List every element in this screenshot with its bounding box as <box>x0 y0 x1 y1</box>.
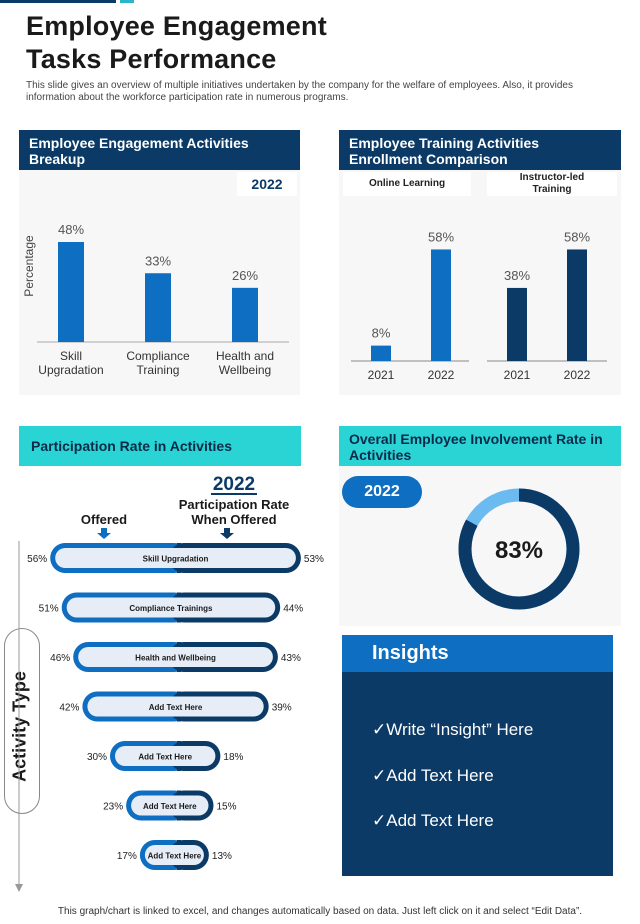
training-value-label-1-2: 58% <box>428 229 454 244</box>
offered-value-label-7: 17% <box>117 851 137 862</box>
breakup-category-label-2-2: Training <box>137 363 180 377</box>
instructor-led-header-line1: Instructor-led <box>519 172 585 183</box>
instructor-led-header: Instructor-led Training <box>487 172 617 196</box>
breakup-category-label-1-1: Skill <box>60 349 82 363</box>
involvement-panel-title: Overall Employee Involvement Rate in Act… <box>339 426 621 466</box>
participation-arrow-icon <box>220 528 234 539</box>
training-bar-2-2 <box>567 249 587 361</box>
offered-value-label-5: 30% <box>87 752 107 763</box>
insight-item-1: ✓Write “Insight” Here <box>372 720 534 739</box>
activity-label-5: Add Text Here <box>138 753 192 762</box>
activity-label-6: Add Text Here <box>143 802 197 811</box>
participation-value-label-2: 44% <box>283 604 303 615</box>
training-year-label-2-1: 2021 <box>504 368 531 382</box>
breakup-category-label-1-2: Upgradation <box>38 363 103 377</box>
participation-value-label-4: 39% <box>272 703 292 714</box>
pill-inner-7 <box>144 845 204 865</box>
pill-inner-1 <box>55 548 296 568</box>
activity-label-7: Add Text Here <box>148 852 202 861</box>
breakup-category-label-2-1: Compliance <box>126 349 190 363</box>
offered-value-label-2: 51% <box>39 604 59 615</box>
breakup-y-axis-label: Percentage <box>22 235 36 297</box>
activity-label-2: Compliance Trainings <box>129 604 213 613</box>
offered-value-label-4: 42% <box>59 703 79 714</box>
instructor-led-header-line2: Training <box>532 184 572 195</box>
offered-header: Offered <box>81 512 127 527</box>
page-title-line2: Tasks Performance <box>26 44 277 74</box>
participation-year-label: 2022 <box>213 474 255 495</box>
pill-inner-2 <box>66 597 276 618</box>
insights-box <box>342 635 613 876</box>
activity-label-1: Skill Upgradation <box>143 555 209 564</box>
training-year-label-1-1: 2021 <box>368 368 395 382</box>
participation-value-label-5: 18% <box>223 752 243 763</box>
training-value-label-2-2: 58% <box>564 229 590 244</box>
participation-rate-header-line1: Participation Rate <box>179 497 290 512</box>
pill-inner-3 <box>78 647 273 667</box>
involvement-donut-chart: 83% <box>458 488 580 610</box>
training-bar-2-1 <box>507 287 527 361</box>
page-title-line1: Employee Engagement <box>26 11 327 41</box>
insight-item-3: ✓Add Text Here <box>372 811 494 830</box>
top-accent-bar <box>0 0 116 3</box>
training-bar-1-1 <box>371 345 391 361</box>
insight-item-2: ✓Add Text Here <box>372 766 494 785</box>
offered-value-label-6: 23% <box>103 802 123 813</box>
breakup-category-label-3-2: Wellbeing <box>219 363 271 377</box>
participation-panel-title: Participation Rate in Activities <box>19 426 301 466</box>
pill-inner-6 <box>131 795 209 816</box>
breakup-category-label-3-1: Health and <box>216 349 274 363</box>
training-panel-title: Employee Training Activities Enrollment … <box>339 130 621 170</box>
activity-type-axis-frame <box>4 628 40 814</box>
participation-value-label-7: 13% <box>212 851 232 862</box>
activity-label-3: Health and Wellbeing <box>135 654 216 663</box>
activity-axis-arrow-icon <box>15 884 23 892</box>
participation-value-label-3: 43% <box>281 653 301 664</box>
breakup-year-badge: 2022 <box>237 172 297 196</box>
training-year-label-1-2: 2022 <box>428 368 455 382</box>
breakup-bar-2 <box>145 273 171 342</box>
top-accent-bar-small <box>120 0 134 3</box>
participation-value-label-6: 15% <box>217 802 237 813</box>
breakup-bar-3 <box>232 287 258 342</box>
pill-inner-4 <box>87 696 264 717</box>
training-bar-chart: 8% 2021 58% 2022 38% 2021 58% 2022 <box>351 229 607 382</box>
breakup-value-label-1: 48% <box>58 222 84 237</box>
online-learning-header: Online Learning <box>343 172 471 196</box>
offered-value-label-3: 46% <box>50 653 70 664</box>
insights-title: Insights <box>342 635 613 672</box>
breakup-value-label-3: 26% <box>232 268 258 283</box>
offered-value-label-1: 56% <box>27 554 47 565</box>
involvement-year-pill: 2022 <box>342 476 422 508</box>
training-year-label-2-2: 2022 <box>564 368 591 382</box>
offered-arrow-icon <box>97 528 111 539</box>
donut-main-segment <box>458 488 580 610</box>
training-value-label-2-1: 38% <box>504 268 530 283</box>
training-value-label-1-1: 8% <box>372 326 391 341</box>
donut-center-label: 83% <box>495 537 543 564</box>
pill-inner-5 <box>115 746 216 766</box>
breakup-bar-1 <box>58 242 84 342</box>
breakup-panel-title: Employee Engagement Activities Breakup <box>19 130 300 170</box>
breakup-value-label-2: 33% <box>145 253 171 268</box>
page-title: Employee Engagement Tasks Performance <box>26 10 327 76</box>
activity-label-4: Add Text Here <box>149 703 203 712</box>
page-subtitle: This slide gives an overview of multiple… <box>26 80 573 103</box>
training-bar-1-2 <box>431 249 451 361</box>
participation-value-label-1: 53% <box>304 554 324 565</box>
participation-rate-header-line2: When Offered <box>191 512 276 527</box>
footer-note: This graph/chart is linked to excel, and… <box>57 906 583 917</box>
